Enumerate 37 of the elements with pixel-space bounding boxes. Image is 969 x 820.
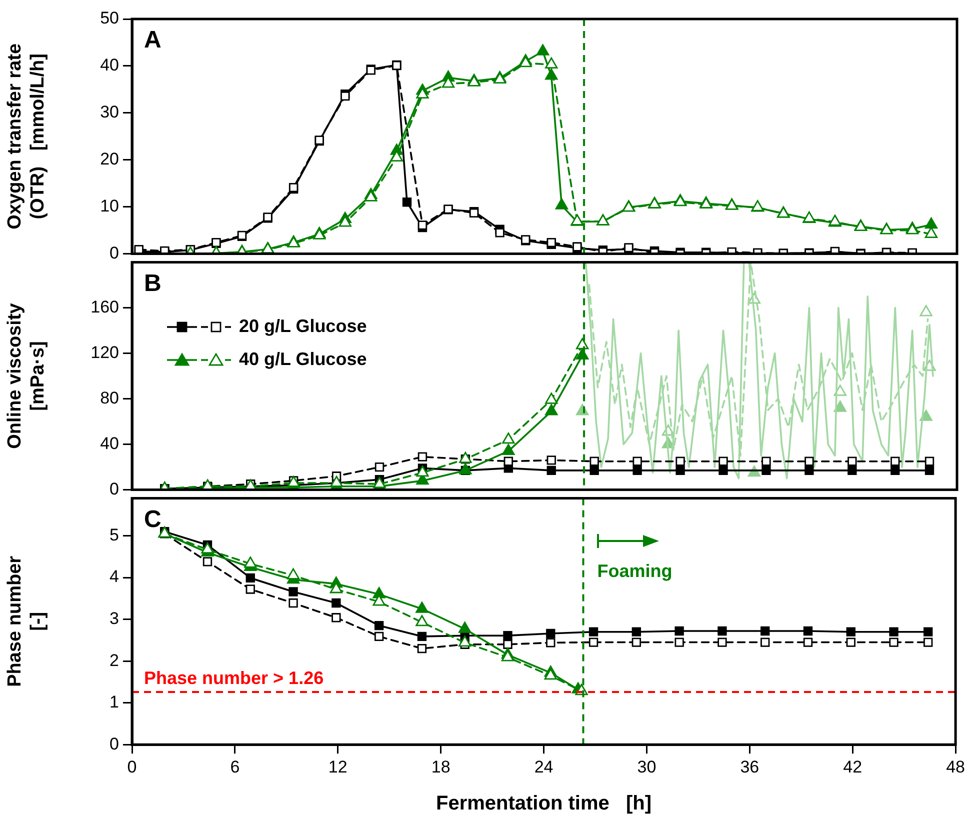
y-tick-label: 0	[110, 479, 119, 498]
x-tick-label: 18	[431, 757, 450, 776]
x-axis-title: Fermentation time [h]	[436, 792, 652, 815]
y-tick-label: 3	[110, 609, 119, 628]
x-tick-label: 48	[946, 757, 966, 776]
y-axis-title: Phase number [-]	[4, 555, 48, 687]
annotation: A	[144, 26, 162, 54]
y-tick-label: 40	[100, 56, 119, 75]
y-tick-label: 2	[110, 650, 119, 670]
y-axis-title: Oxygen transfer rate (OTR) [mmol/L/h]	[4, 43, 48, 230]
y-tick-label: 1	[110, 692, 119, 712]
y-tick-label: 30	[100, 102, 119, 122]
y-tick-label: 40	[100, 434, 119, 453]
y-tick-label: 50	[100, 8, 119, 28]
x-tick-label: 42	[843, 757, 862, 776]
x-tick-label: 6	[230, 757, 240, 776]
x-tick-label: 36	[740, 757, 760, 776]
annotation: B	[144, 270, 162, 297]
y-tick-label: 0	[110, 734, 119, 754]
ref-line-label: Phase number > 1.26	[144, 668, 324, 688]
x-tick-label: 0	[127, 757, 137, 776]
legend-label: 40 g/L Glucose	[239, 349, 367, 370]
y-tick-label: 80	[100, 388, 119, 408]
y-tick-label: 160	[90, 297, 119, 316]
x-tick-label: 30	[637, 757, 656, 776]
x-tick-label: 12	[328, 757, 348, 776]
x-tick-label: 24	[534, 757, 554, 776]
y-tick-label: 4	[110, 567, 119, 586]
legend-label: 20 g/L Glucose	[239, 316, 367, 338]
y-tick-label: 20	[100, 150, 119, 169]
annotation: C	[144, 506, 162, 533]
y-tick-label: 120	[90, 342, 119, 362]
y-tick-label: 5	[110, 525, 119, 544]
annotation: Foaming	[597, 561, 672, 582]
y-axis-title: Online viscosity [mPa·s]	[4, 302, 48, 449]
y-tick-label: 10	[100, 196, 119, 216]
y-tick-label: 0	[110, 243, 119, 262]
